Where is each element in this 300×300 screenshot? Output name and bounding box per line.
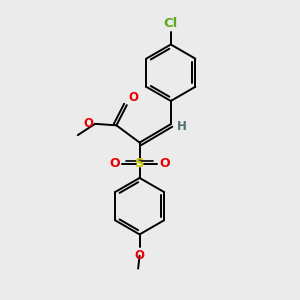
Text: H: H: [177, 120, 187, 133]
Text: O: O: [110, 158, 120, 170]
Text: S: S: [135, 158, 144, 170]
Text: O: O: [159, 158, 169, 170]
Text: O: O: [135, 249, 145, 262]
Text: O: O: [83, 117, 93, 130]
Text: O: O: [128, 91, 138, 104]
Text: Cl: Cl: [164, 17, 178, 30]
